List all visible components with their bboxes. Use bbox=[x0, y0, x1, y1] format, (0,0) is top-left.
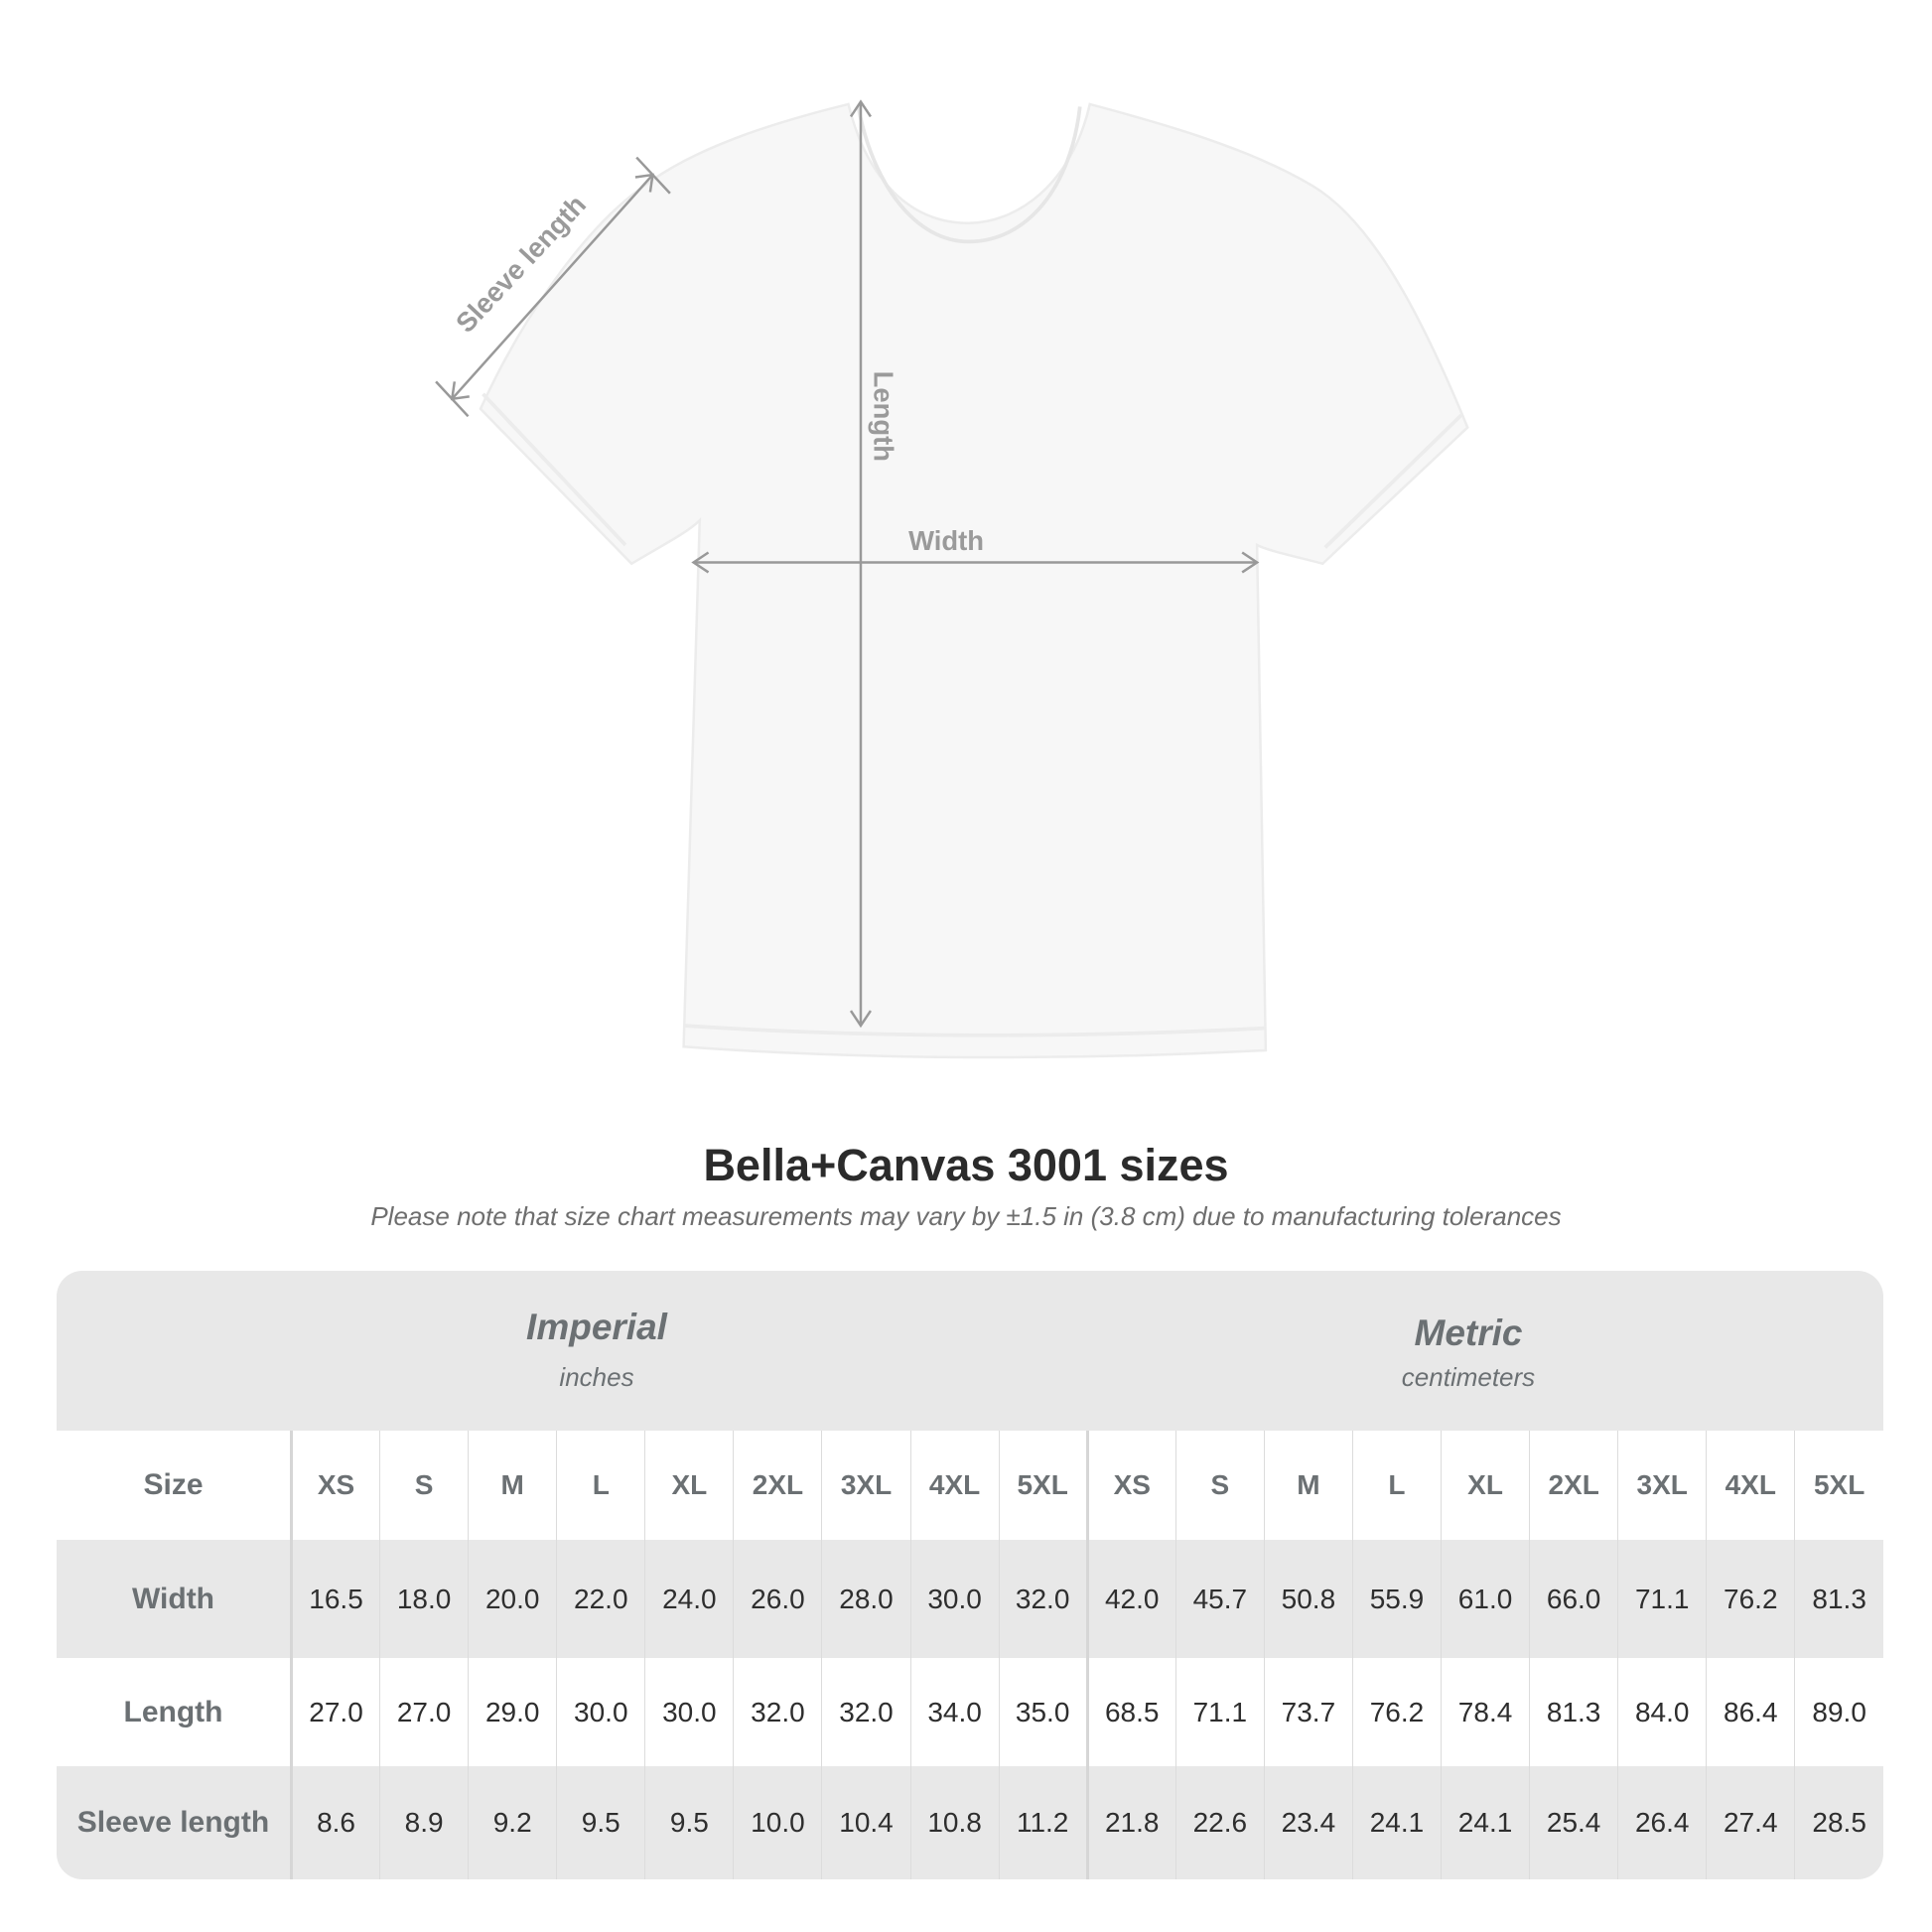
sleeve-seam bbox=[482, 392, 1463, 1037]
metric-size-2xl: 2XL bbox=[1529, 1431, 1618, 1540]
imperial-value-cell: 9.2 bbox=[468, 1766, 557, 1879]
size-table: Imperial inches Metric centimeters Size X… bbox=[57, 1271, 1883, 1879]
table-row: Sleeve length 8.6 8.9 9.2 9.5 9.5 10.0 10.4 10.8… bbox=[57, 1766, 1883, 1879]
page-title: Bella+Canvas 3001 sizes bbox=[703, 1140, 1229, 1190]
row-label: Length bbox=[57, 1658, 293, 1766]
metric-size-m: M bbox=[1263, 1431, 1353, 1540]
table-row: Length 27.0 27.0 29.0 30.0 30.0 32.0 32.0 34.0 35… bbox=[57, 1658, 1883, 1766]
table-row: Width 16.5 18.0 20.0 22.0 24.0 26.0 28.0 30.0 32.… bbox=[57, 1540, 1883, 1658]
tshirt-image bbox=[479, 102, 1469, 1059]
metric-value-cell: 42.0 bbox=[1086, 1540, 1176, 1658]
imperial-value-cell: 30.0 bbox=[909, 1540, 1000, 1658]
metric-value-cell: 76.2 bbox=[1351, 1658, 1442, 1766]
imperial-value-cell: 24.0 bbox=[644, 1540, 734, 1658]
imperial-value-cell: 26.0 bbox=[733, 1540, 822, 1658]
imperial-value-cell: 22.0 bbox=[556, 1540, 645, 1658]
metric-value-cell: 28.5 bbox=[1794, 1766, 1883, 1879]
imperial-value-cell: 10.4 bbox=[821, 1766, 911, 1879]
metric-size-l: L bbox=[1351, 1431, 1442, 1540]
metric-title: Metric bbox=[1414, 1312, 1523, 1353]
collar bbox=[856, 106, 1082, 244]
imperial-value-cell: 9.5 bbox=[644, 1766, 734, 1879]
metric-value-cell: 73.7 bbox=[1263, 1658, 1353, 1766]
metric-value-cell: 78.4 bbox=[1441, 1658, 1530, 1766]
imperial-value-cell: 30.0 bbox=[556, 1658, 645, 1766]
table-header-row: Size XS S M L XL 2XL 3XL 4XL 5XL XS S M L XL 2XL 3XL 4XL 5… bbox=[57, 1431, 1883, 1540]
imperial-title: Imperial bbox=[526, 1307, 667, 1347]
metric-value-cell: 66.0 bbox=[1529, 1540, 1618, 1658]
metric-value-cell: 24.1 bbox=[1441, 1766, 1530, 1879]
metric-value-cell: 71.1 bbox=[1174, 1658, 1265, 1766]
imperial-value-cell: 32.0 bbox=[733, 1658, 822, 1766]
imperial-size-2xl: 2XL bbox=[733, 1431, 822, 1540]
metric-value-cell: 81.3 bbox=[1529, 1658, 1618, 1766]
imperial-value-cell: 32.0 bbox=[821, 1658, 911, 1766]
imperial-value-cell: 10.0 bbox=[733, 1766, 822, 1879]
metric-size-xl: XL bbox=[1441, 1431, 1530, 1540]
metric-value-cell: 76.2 bbox=[1706, 1540, 1795, 1658]
tshirt-diagram: Sleeve length Length Width bbox=[435, 99, 1469, 1059]
metric-value-cell: 24.1 bbox=[1351, 1766, 1442, 1879]
metric-value-cell: 89.0 bbox=[1794, 1658, 1883, 1766]
metric-value-cell: 84.0 bbox=[1617, 1658, 1707, 1766]
imperial-value-cell: 10.8 bbox=[909, 1766, 1000, 1879]
metric-value-cell: 68.5 bbox=[1086, 1658, 1176, 1766]
metric-unit: centimeters bbox=[1401, 1362, 1536, 1392]
imperial-size-4xl: 4XL bbox=[909, 1431, 1000, 1540]
metric-size-5xl: 5XL bbox=[1794, 1431, 1883, 1540]
size-header: Size bbox=[57, 1431, 293, 1540]
metric-value-cell: 50.8 bbox=[1263, 1540, 1353, 1658]
imperial-value-cell: 34.0 bbox=[909, 1658, 1000, 1766]
imperial-size-3xl: 3XL bbox=[821, 1431, 911, 1540]
metric-value-cell: 21.8 bbox=[1086, 1766, 1176, 1879]
imperial-value-cell: 18.0 bbox=[379, 1540, 469, 1658]
size-grid: Size XS S M L XL 2XL 3XL 4XL 5XL XS S M L XL 2XL 3XL 4XL 5… bbox=[57, 1431, 1883, 1879]
metric-value-cell: 81.3 bbox=[1794, 1540, 1883, 1658]
length-label: Length bbox=[869, 371, 899, 462]
imperial-value-cell: 20.0 bbox=[468, 1540, 557, 1658]
imperial-size-s: S bbox=[379, 1431, 469, 1540]
metric-value-cell: 22.6 bbox=[1174, 1766, 1265, 1879]
imperial-value-cell: 8.6 bbox=[290, 1766, 380, 1879]
metric-size-4xl: 4XL bbox=[1706, 1431, 1795, 1540]
metric-value-cell: 27.4 bbox=[1706, 1766, 1795, 1879]
imperial-value-cell: 16.5 bbox=[290, 1540, 380, 1658]
imperial-size-5xl: 5XL bbox=[998, 1431, 1089, 1540]
tolerance-note: Please note that size chart measurements… bbox=[370, 1201, 1562, 1231]
imperial-value-cell: 8.9 bbox=[379, 1766, 469, 1879]
metric-value-cell: 71.1 bbox=[1617, 1540, 1707, 1658]
imperial-size-xs: XS bbox=[290, 1431, 380, 1540]
imperial-value-cell: 35.0 bbox=[998, 1658, 1089, 1766]
imperial-value-cell: 30.0 bbox=[644, 1658, 734, 1766]
imperial-header: Imperial inches bbox=[200, 1307, 994, 1393]
metric-size-xs: XS bbox=[1086, 1431, 1176, 1540]
imperial-value-cell: 27.0 bbox=[290, 1658, 380, 1766]
metric-size-3xl: 3XL bbox=[1617, 1431, 1707, 1540]
metric-size-s: S bbox=[1174, 1431, 1265, 1540]
imperial-value-cell: 32.0 bbox=[998, 1540, 1089, 1658]
imperial-size-l: L bbox=[556, 1431, 645, 1540]
imperial-value-cell: 28.0 bbox=[821, 1540, 911, 1658]
imperial-value-cell: 11.2 bbox=[998, 1766, 1089, 1879]
imperial-value-cell: 29.0 bbox=[468, 1658, 557, 1766]
imperial-value-cell: 27.0 bbox=[379, 1658, 469, 1766]
imperial-unit: inches bbox=[559, 1362, 634, 1392]
width-label: Width bbox=[908, 525, 984, 556]
metric-value-cell: 86.4 bbox=[1706, 1658, 1795, 1766]
metric-header: Metric centimeters bbox=[1071, 1312, 1865, 1393]
metric-value-cell: 23.4 bbox=[1263, 1766, 1353, 1879]
imperial-size-xl: XL bbox=[644, 1431, 734, 1540]
imperial-value-cell: 9.5 bbox=[556, 1766, 645, 1879]
imperial-size-m: M bbox=[468, 1431, 557, 1540]
unit-header-band bbox=[57, 1271, 1883, 1431]
row-label: Sleeve length bbox=[57, 1766, 293, 1879]
metric-value-cell: 55.9 bbox=[1351, 1540, 1442, 1658]
metric-value-cell: 26.4 bbox=[1617, 1766, 1707, 1879]
metric-value-cell: 61.0 bbox=[1441, 1540, 1530, 1658]
sleeve-measure-line bbox=[435, 156, 671, 418]
metric-value-cell: 25.4 bbox=[1529, 1766, 1618, 1879]
width-measure-line bbox=[691, 551, 1260, 574]
row-label: Width bbox=[57, 1540, 293, 1658]
metric-value-cell: 45.7 bbox=[1174, 1540, 1265, 1658]
